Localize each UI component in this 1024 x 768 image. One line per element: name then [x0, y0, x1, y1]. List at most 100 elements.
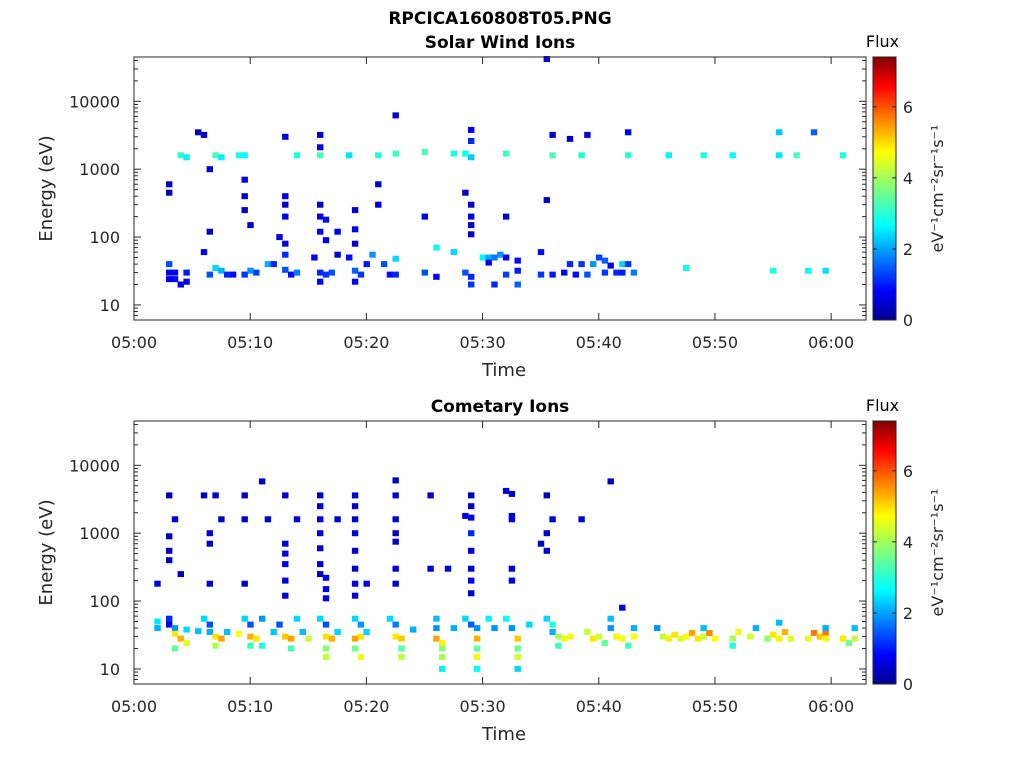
- heatmap-cell: [566, 135, 574, 142]
- heatmap-cell: [473, 625, 481, 632]
- colorbar-tick-label: 6: [903, 98, 913, 117]
- heatmap-cell: [322, 595, 330, 602]
- heatmap-cell: [502, 254, 510, 261]
- heatmap-cell: [218, 635, 225, 642]
- heatmap-cell: [351, 267, 359, 274]
- x-tick-label: 05:40: [576, 697, 622, 716]
- heatmap-cell: [317, 492, 324, 499]
- heatmap-cell: [851, 625, 858, 632]
- heatmap-cell: [171, 516, 179, 523]
- heatmap-cell: [166, 557, 173, 564]
- heatmap-cell: [392, 492, 399, 499]
- heatmap-cell: [171, 645, 179, 652]
- heatmap-cell: [776, 152, 783, 159]
- y-tick-label: 1000: [79, 524, 120, 543]
- heatmap-cell: [212, 492, 219, 499]
- heatmap-cell: [334, 251, 341, 258]
- heatmap-cell: [317, 615, 324, 622]
- heatmap-cell: [468, 126, 475, 133]
- heatmap-cell: [386, 615, 394, 622]
- heatmap-cell: [590, 261, 597, 268]
- heatmap-cell: [166, 276, 173, 283]
- heatmap-cell: [735, 629, 742, 635]
- heatmap-cell: [282, 266, 289, 273]
- x-axis-label: Time: [481, 360, 526, 381]
- heatmap-cell: [317, 144, 324, 151]
- heatmap-cell: [166, 533, 173, 540]
- heatmap-cell: [729, 635, 736, 642]
- heatmap-cell: [439, 654, 446, 660]
- heatmap-cell: [607, 478, 614, 485]
- heatmap-cell: [462, 269, 469, 276]
- heatmap-cell: [433, 615, 440, 622]
- heatmap-cell: [183, 269, 190, 276]
- heatmap-cell: [421, 269, 428, 276]
- heatmap-cell: [282, 492, 289, 499]
- heatmap-cell: [624, 261, 632, 268]
- heatmap-cell: [218, 154, 225, 161]
- heatmap-cell: [508, 577, 516, 584]
- x-tick-label: 05:50: [692, 333, 738, 352]
- heatmap-cell: [508, 565, 516, 572]
- heatmap-cell: [363, 629, 370, 635]
- heatmap-cell: [514, 665, 521, 672]
- heatmap-cell: [282, 561, 289, 568]
- heatmap-cell: [357, 271, 365, 278]
- heatmap-cell: [241, 580, 248, 587]
- heatmap-cell: [357, 621, 365, 628]
- heatmap-cell: [450, 625, 457, 632]
- heatmap-cell: [351, 615, 359, 622]
- heatmap-cell: [473, 635, 481, 642]
- heatmap-cell: [369, 251, 376, 258]
- heatmap-cell: [561, 269, 568, 276]
- heatmap-cell: [253, 635, 260, 642]
- heatmap-cell: [613, 633, 620, 640]
- heatmap-cell: [595, 254, 603, 261]
- heatmap-cell: [462, 150, 469, 157]
- heatmap-cell: [468, 565, 475, 572]
- heatmap-cell: [793, 152, 800, 159]
- heatmap-cell: [776, 129, 783, 136]
- heatmap-cell: [578, 516, 585, 523]
- heatmap-cell: [200, 615, 208, 622]
- heatmap-cell: [677, 635, 684, 642]
- heatmap-cell: [468, 154, 475, 161]
- heatmap-cell: [212, 152, 219, 159]
- heatmap-cell: [183, 640, 190, 647]
- x-tick-label: 05:50: [692, 697, 738, 716]
- y-tick-label: 100: [89, 228, 120, 247]
- y-tick-label: 10000: [69, 92, 120, 111]
- heatmap-cell: [851, 635, 858, 642]
- heatmap-cell: [357, 654, 365, 660]
- heatmap-cell: [514, 645, 521, 652]
- y-tick-label: 10000: [69, 456, 120, 475]
- heatmap-cell: [322, 621, 330, 628]
- heatmap-cell: [700, 625, 707, 632]
- heatmap-cell: [462, 189, 469, 196]
- heatmap-cell: [433, 244, 440, 251]
- heatmap-cell: [317, 530, 324, 537]
- x-tick-label: 05:20: [343, 333, 389, 352]
- heatmap-cell: [322, 574, 330, 581]
- heatmap-cell: [253, 269, 260, 276]
- heatmap-cell: [770, 631, 777, 638]
- heatmap-cell: [241, 615, 248, 622]
- heatmap-cell: [171, 269, 179, 276]
- y-tick-label: 10: [100, 296, 120, 315]
- heatmap-cell: [351, 592, 359, 599]
- heatmap-cell: [514, 257, 521, 264]
- heatmap-cell: [665, 152, 672, 159]
- heatmap-cell: [317, 131, 324, 138]
- heatmap-cell: [311, 254, 318, 261]
- heatmap-cell: [619, 635, 626, 642]
- heatmap-cell: [334, 228, 341, 235]
- heatmap-cell: [810, 629, 818, 636]
- heatmap-cell: [468, 138, 475, 144]
- heatmap-cell: [468, 281, 475, 288]
- heatmap-cell: [392, 621, 399, 628]
- heatmap-cell: [282, 633, 289, 640]
- heatmap-cell: [351, 492, 359, 499]
- heatmap-cell: [601, 257, 609, 264]
- heatmap-cell: [549, 629, 556, 635]
